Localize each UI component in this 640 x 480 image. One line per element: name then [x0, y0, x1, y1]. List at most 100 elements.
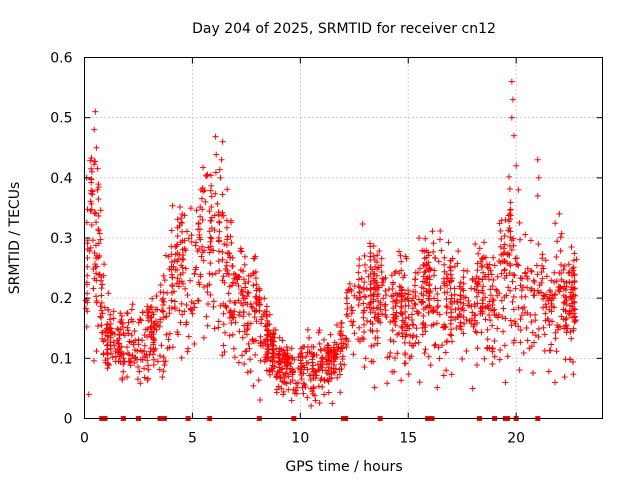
- data-point: [350, 318, 357, 325]
- data-point: [552, 335, 559, 342]
- data-point: [552, 329, 559, 336]
- data-point: [250, 282, 257, 289]
- data-point: [276, 345, 283, 352]
- data-point: [371, 314, 378, 321]
- data-point: [370, 305, 377, 312]
- x-tick-label: 15: [399, 431, 417, 447]
- data-point: [215, 248, 222, 255]
- data-point: [95, 271, 102, 278]
- data-point: [237, 245, 244, 252]
- data-point: [229, 331, 236, 338]
- data-point: [139, 356, 146, 363]
- data-point: [412, 301, 419, 308]
- data-point: [422, 346, 429, 353]
- data-point: [542, 257, 549, 264]
- data-point: [91, 249, 98, 256]
- data-point: [246, 345, 253, 352]
- data-point: [242, 253, 249, 260]
- data-point: [137, 347, 144, 354]
- data-point: [187, 277, 194, 284]
- data-point: [367, 285, 374, 292]
- data-point: [548, 277, 555, 284]
- data-point: [204, 171, 211, 178]
- data-point: [456, 322, 463, 329]
- data-point: [232, 299, 239, 306]
- data-point: [556, 210, 563, 217]
- data-point: [222, 329, 229, 336]
- data-point: [528, 267, 535, 274]
- data-point: [310, 371, 317, 378]
- data-point: [109, 354, 116, 361]
- data-point: [270, 330, 277, 337]
- data-point: [161, 362, 168, 369]
- data-point: [573, 256, 580, 263]
- data-point: [367, 299, 374, 306]
- data-point: [221, 279, 228, 286]
- data-point: [486, 298, 493, 305]
- data-point: [325, 389, 332, 396]
- data-point: [158, 342, 165, 349]
- data-point: [505, 284, 512, 291]
- data-point: [548, 341, 555, 348]
- data-point: [329, 400, 336, 407]
- data-point: [411, 300, 418, 307]
- data-point: [493, 312, 500, 319]
- data-point: [379, 310, 386, 317]
- data-point: [434, 304, 441, 311]
- data-point: [185, 333, 192, 340]
- data-point: [506, 270, 513, 277]
- data-point: [99, 310, 106, 317]
- data-point: [398, 377, 405, 384]
- data-point: [506, 185, 513, 192]
- data-point: [508, 78, 515, 85]
- data-point: [195, 279, 202, 286]
- data-point: [553, 348, 560, 355]
- data-point: [506, 243, 513, 250]
- data-point: [303, 359, 310, 366]
- data-point: [98, 314, 105, 321]
- data-point: [501, 233, 508, 240]
- data-point: [90, 357, 97, 364]
- data-point: [528, 318, 535, 325]
- data-point: [528, 287, 535, 294]
- data-point: [288, 345, 295, 352]
- data-point: [279, 337, 286, 344]
- data-point: [200, 164, 207, 171]
- data-point: [538, 269, 545, 276]
- data-point: [397, 252, 404, 259]
- data-point: [141, 365, 148, 372]
- data-point: [409, 311, 416, 318]
- data-point: [256, 296, 263, 303]
- data-point: [104, 365, 111, 372]
- data-point: [315, 367, 322, 374]
- data-point: [242, 284, 249, 291]
- data-point: [501, 267, 508, 274]
- data-point: [101, 304, 108, 311]
- data-point: [283, 343, 290, 350]
- data-point: [177, 319, 184, 326]
- data-point: [416, 235, 423, 241]
- data-point: [224, 250, 231, 257]
- data-point: [571, 279, 578, 286]
- data-point: [375, 297, 382, 304]
- data-point: [371, 291, 378, 298]
- data-point: [226, 332, 233, 339]
- data-point: [238, 248, 245, 255]
- data-point: [412, 289, 419, 296]
- data-point: [364, 317, 371, 324]
- data-point: [538, 289, 545, 296]
- data-point: [562, 308, 569, 315]
- data-point: [480, 290, 487, 297]
- data-point: [442, 349, 449, 356]
- data-point: [331, 369, 338, 376]
- data-point: [507, 199, 514, 206]
- data-point: [436, 311, 443, 318]
- data-point: [558, 230, 565, 237]
- data-point: [572, 306, 579, 313]
- data-point: [560, 266, 567, 273]
- data-point: [392, 322, 399, 329]
- data-point: [191, 340, 198, 347]
- data-point: [569, 307, 576, 314]
- data-point: [287, 379, 294, 386]
- data-point: [94, 186, 101, 193]
